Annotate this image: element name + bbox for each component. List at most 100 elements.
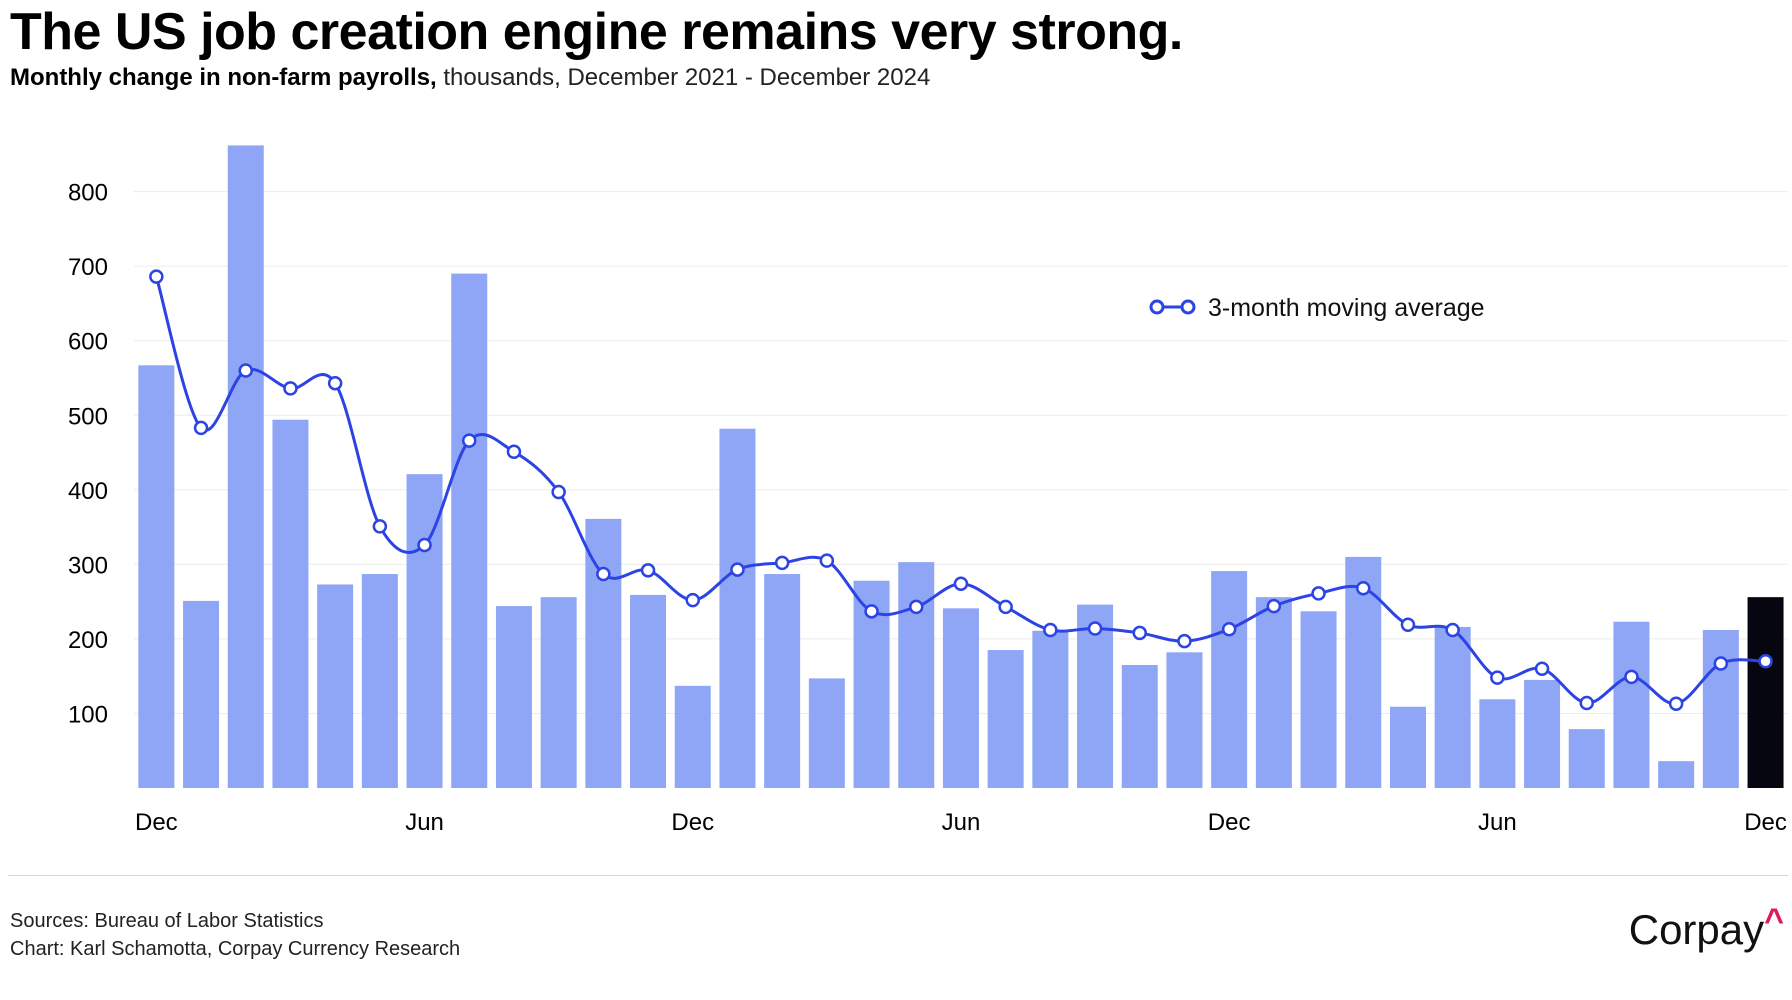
x-tick-label: Dec [1208,809,1251,836]
moving-average-point [462,433,477,448]
moving-average-point [238,363,253,378]
moving-average-point [1445,622,1460,638]
x-tick-label: Dec [1744,809,1787,836]
x-tick-label: Dec [671,809,714,836]
moving-average-point [864,604,879,619]
moving-average-point [819,553,835,568]
bar [361,574,398,788]
bar [272,419,309,788]
bar [495,606,532,788]
moving-average-point [1356,580,1371,596]
bar [585,518,622,788]
moving-average-point [551,484,566,500]
bar [1121,664,1158,788]
bar [1658,761,1695,788]
y-axis-ticks: 100 200 300 400 500 600 700 800 [68,180,108,729]
y-tick-label: 700 [68,254,108,281]
moving-average-point [730,562,745,577]
moving-average-point [774,555,790,571]
x-tick-label: Jun [1478,809,1517,836]
bar [1032,630,1069,788]
logo-caret-icon: ^ [1764,902,1784,940]
bar [1568,729,1605,788]
bar [942,608,979,788]
legend-label: 3-month moving average [1208,294,1485,322]
moving-average-point [417,537,432,553]
legend: 3-month moving average [1149,294,1485,322]
y-tick-label: 200 [68,627,108,654]
y-tick-label: 800 [68,180,108,207]
bar [183,600,220,788]
footer-divider [8,875,1788,876]
y-tick-label: 100 [68,701,108,728]
moving-average-point [1624,669,1639,685]
moving-average-point [953,576,969,591]
moving-average-point [327,375,343,391]
bar [674,685,711,788]
bars [138,145,1784,789]
x-tick-label: Jun [405,809,444,836]
y-tick-label: 600 [68,329,108,356]
moving-average-point [1579,695,1594,711]
bar [317,584,354,788]
moving-average-point [1132,625,1147,641]
moving-average-point [685,592,700,608]
bar [898,562,935,788]
bar [764,574,801,788]
y-tick-label: 300 [68,552,108,579]
source-line: Sources: Bureau of Labor Statistics [10,910,324,932]
bar [719,428,756,788]
legend-marker-left [1149,299,1165,315]
moving-average-point [506,444,522,460]
chart-credit: Chart: Karl Schamotta, Corpay Currency R… [10,938,461,960]
bar [1479,699,1516,788]
subtitle-rest: thousands, December 2021 - December 2024 [436,64,931,91]
moving-average-series [149,269,1773,712]
bar [540,597,577,788]
moving-average-point [1668,696,1684,712]
moving-average-point [596,566,611,582]
logo-wordmark: Corpay [1628,906,1765,953]
bar [1702,629,1739,788]
bar [451,273,488,789]
bar [987,650,1024,788]
moving-average-point [640,563,656,578]
moving-average-point [1400,617,1416,632]
bar [1434,626,1471,788]
moving-average-point [1758,654,1773,669]
x-axis-ticks: Dec Jun Dec Jun Dec Jun Dec [135,809,1787,836]
bar-latest [1747,597,1784,788]
bar [1300,611,1337,788]
moving-average-point [149,269,164,284]
moving-average-point [1311,586,1326,601]
bar [630,594,667,788]
moving-average-point [1534,661,1550,676]
moving-average-point [1221,621,1237,637]
moving-average-point [909,599,924,615]
x-tick-label: Jun [942,809,981,836]
x-tick-label: Dec [135,809,178,836]
corpay-logo: Corpay^ [1628,902,1784,954]
legend-marker-right [1180,299,1196,315]
bar [138,365,175,788]
moving-average-point [1087,621,1103,636]
chart-title: The US job creation engine remains very … [10,3,1183,61]
moving-average-point [1043,622,1058,638]
bar [1613,621,1650,788]
y-tick-label: 400 [68,478,108,505]
bar [1166,652,1203,788]
bar [808,678,845,788]
moving-average-point [372,519,388,534]
bar [1524,679,1561,788]
bar [1255,597,1292,788]
moving-average-point [283,381,298,396]
moving-average-point [193,420,209,436]
moving-average-point [998,599,1013,615]
moving-average-point [1266,598,1282,614]
bar [227,145,264,788]
y-tick-label: 500 [68,403,108,430]
bar [1211,571,1248,788]
chart-subtitle: Monthly change in non-farm payrolls, tho… [10,64,930,92]
bar [1389,706,1426,788]
